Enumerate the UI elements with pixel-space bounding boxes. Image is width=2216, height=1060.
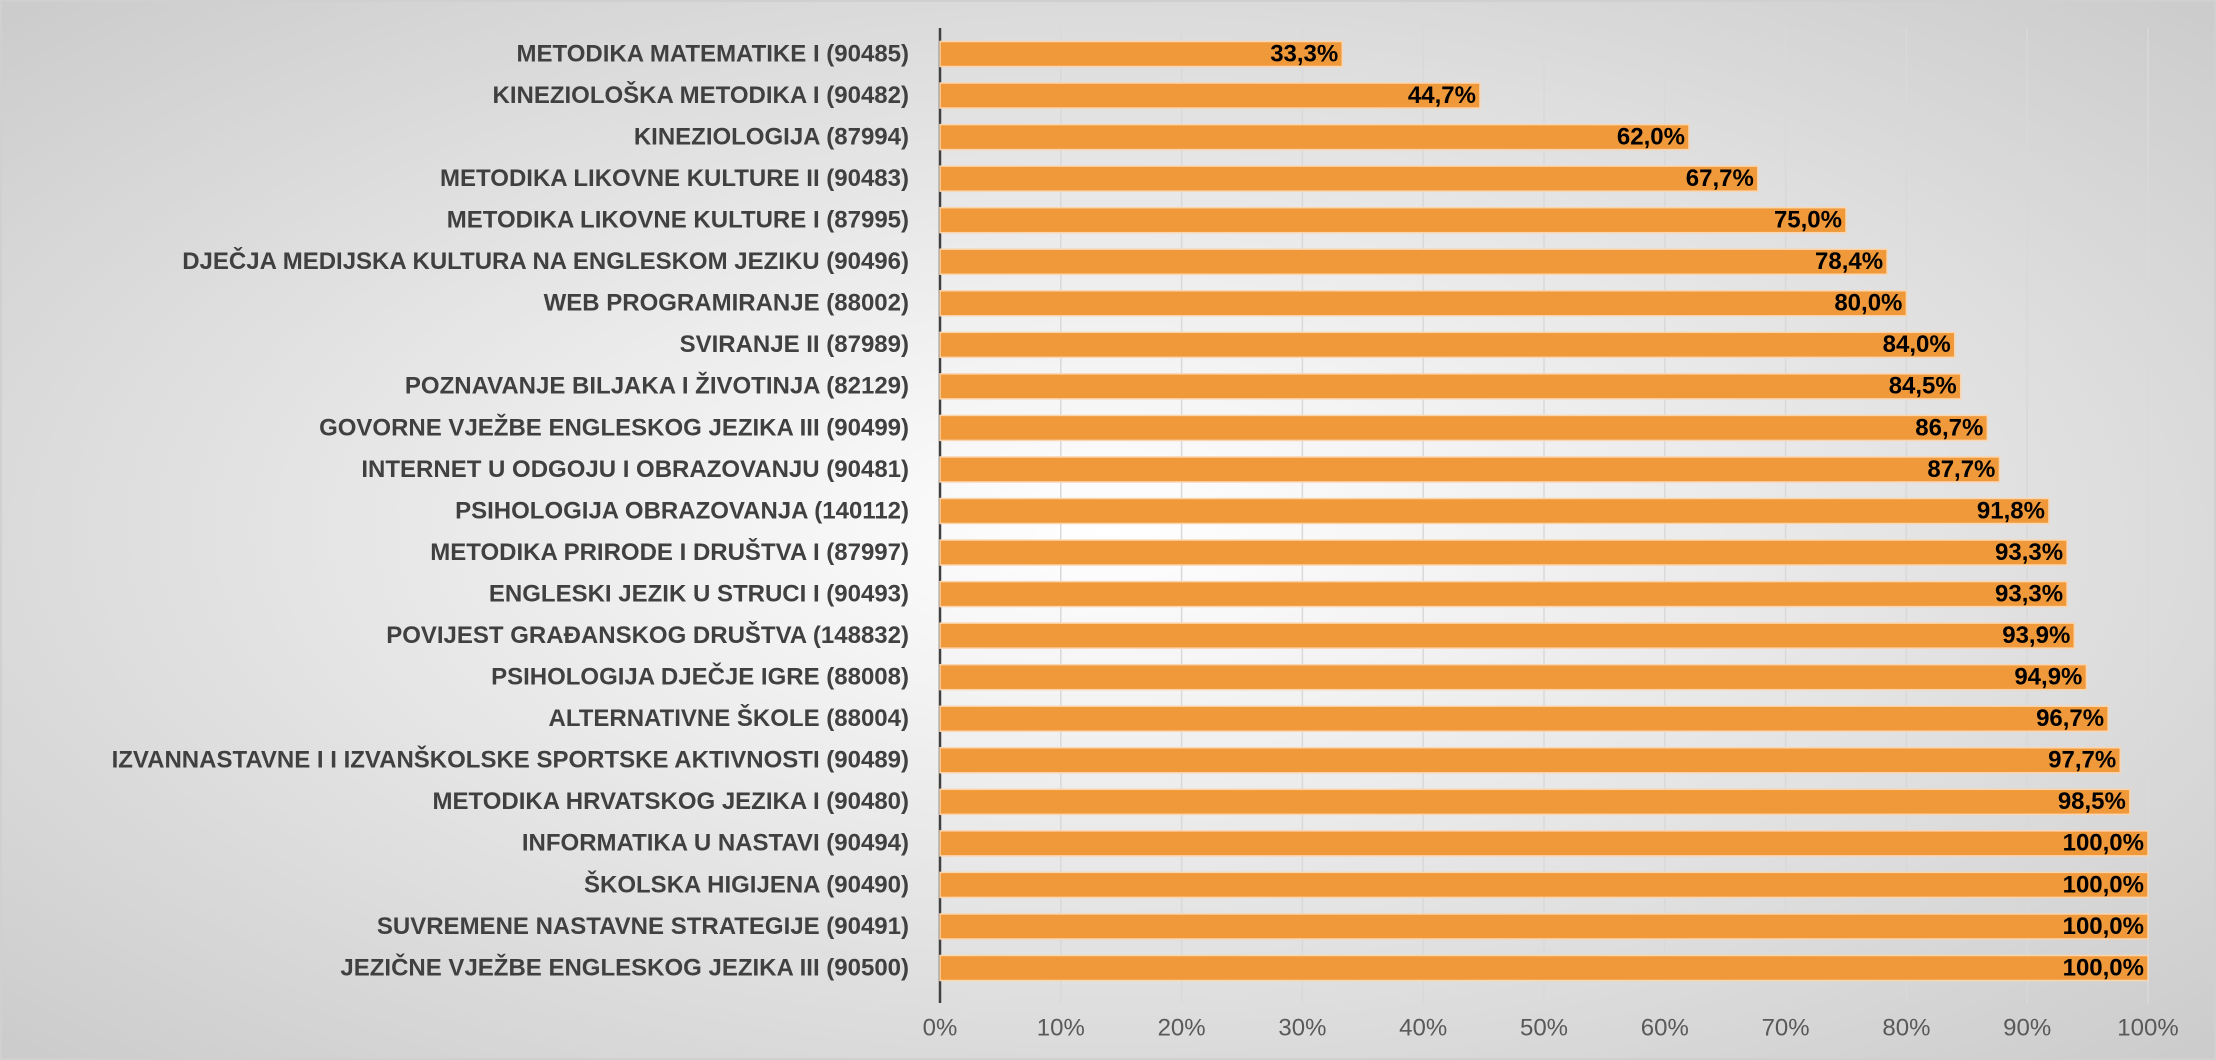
x-tick-label: 90% — [2003, 1014, 2051, 1041]
x-tick-label: 100% — [2117, 1014, 2178, 1041]
x-tick-label: 60% — [1641, 1014, 1689, 1041]
value-label: 44,7% — [1408, 82, 1476, 109]
y-tick-label: ENGLESKI JEZIK U STRUCI I (90493) — [489, 580, 909, 607]
value-label: 75,0% — [1774, 207, 1842, 234]
value-label: 84,0% — [1883, 331, 1951, 358]
x-tick-label: 20% — [1158, 1014, 1206, 1041]
y-tick-label: IZVANNASTAVNE I I IZVANŠKOLSKE SPORTSKE … — [112, 746, 909, 774]
y-tick-label: JEZIČNE VJEŽBE ENGLESKOG JEZIKA III (905… — [340, 953, 909, 981]
value-label: 100,0% — [2063, 913, 2144, 940]
bar — [939, 373, 1962, 400]
bar — [939, 830, 2149, 857]
value-label: 100,0% — [2063, 830, 2144, 857]
bar — [939, 82, 1481, 109]
bar — [939, 788, 2131, 816]
y-tick-label: METODIKA HRVATSKOG JEZIKA I (90480) — [432, 788, 909, 815]
bar — [939, 622, 2076, 649]
value-label: 93,3% — [1995, 539, 2063, 566]
bar — [939, 248, 1888, 275]
value-label: 87,7% — [1927, 456, 1995, 483]
value-label: 78,4% — [1815, 248, 1883, 275]
y-tick-label: ŠKOLSKA HIGIJENA (90490) — [584, 870, 909, 898]
y-tick-label: SVIRANJE II (87989) — [680, 331, 909, 358]
bar — [939, 165, 1759, 192]
bar — [939, 40, 1344, 68]
bar — [939, 497, 2050, 525]
value-label: 33,3% — [1270, 40, 1338, 67]
bar — [939, 747, 2121, 774]
bar — [939, 580, 2068, 608]
x-tick-label: 30% — [1278, 1014, 1326, 1041]
value-label: 67,7% — [1686, 165, 1754, 192]
y-tick-label: PSIHOLOGIJA OBRAZOVANJA (140112) — [455, 497, 909, 524]
bar — [939, 290, 1908, 317]
y-tick-label: POVIJEST GRAĐANSKOG DRUŠTVA (148832) — [386, 621, 909, 649]
value-label: 94,9% — [2014, 664, 2082, 691]
y-tick-label: GOVORNE VJEŽBE ENGLESKOG JEZIKA III (904… — [319, 413, 909, 441]
bar — [939, 954, 2149, 982]
x-tick-label: 10% — [1037, 1014, 1085, 1041]
y-tick-label: ALTERNATIVNE ŠKOLE (88004) — [548, 704, 909, 732]
y-tick-label: INTERNET U ODGOJU I OBRAZOVANJU (90481) — [361, 456, 909, 483]
y-tick-label: WEB PROGRAMIRANJE (88002) — [544, 290, 909, 317]
value-label: 96,7% — [2036, 705, 2104, 732]
y-tick-label: INFORMATIKA U NASTAVI (90494) — [522, 830, 909, 857]
y-tick-label: SUVREMENE NASTAVNE STRATEGIJE (90491) — [377, 913, 909, 940]
x-tick-label: 70% — [1762, 1014, 1810, 1041]
x-tick-label: 40% — [1399, 1014, 1447, 1041]
bar — [939, 123, 1690, 151]
y-tick-label: PSIHOLOGIJA DJEČJE IGRE (88008) — [491, 663, 909, 691]
y-tick-label: DJEČJA MEDIJSKA KULTURA NA ENGLESKOM JEZ… — [182, 247, 909, 275]
bar — [939, 539, 2068, 566]
bar — [939, 331, 1956, 359]
bar — [939, 663, 2088, 691]
bar — [939, 913, 2149, 940]
bar — [939, 206, 1847, 234]
value-label: 100,0% — [2063, 871, 2144, 898]
y-tick-label: METODIKA LIKOVNE KULTURE I (87995) — [447, 207, 909, 234]
value-label: 62,0% — [1617, 123, 1685, 150]
value-label: 86,7% — [1915, 414, 1983, 441]
y-tick-label: KINEZIOLOGIJA (87994) — [634, 123, 909, 150]
x-tick-label: 0% — [923, 1014, 958, 1041]
x-tick-label: 50% — [1520, 1014, 1568, 1041]
bar — [939, 414, 1989, 442]
value-label: 91,8% — [1977, 497, 2045, 524]
value-label: 100,0% — [2063, 954, 2144, 981]
y-tick-label: POZNAVANJE BILJAKA I ŽIVOTINJA (82129) — [405, 372, 909, 400]
value-label: 80,0% — [1834, 290, 1902, 317]
bar — [939, 705, 2109, 732]
value-label: 93,9% — [2002, 622, 2070, 649]
y-tick-label: METODIKA MATEMATIKE I (90485) — [517, 40, 909, 67]
value-label: 93,3% — [1995, 580, 2063, 607]
value-label: 84,5% — [1889, 373, 1957, 400]
y-tick-label: METODIKA PRIRODE I DRUŠTVA I (87997) — [430, 538, 909, 566]
y-tick-label: METODIKA LIKOVNE KULTURE II (90483) — [440, 165, 909, 192]
x-tick-label: 80% — [1882, 1014, 1930, 1041]
y-tick-label: KINEZIOLOŠKA METODIKA I (90482) — [492, 81, 909, 109]
bar — [939, 456, 2001, 483]
value-label: 98,5% — [2058, 788, 2126, 815]
bar — [939, 871, 2149, 899]
value-label: 97,7% — [2048, 747, 2116, 774]
